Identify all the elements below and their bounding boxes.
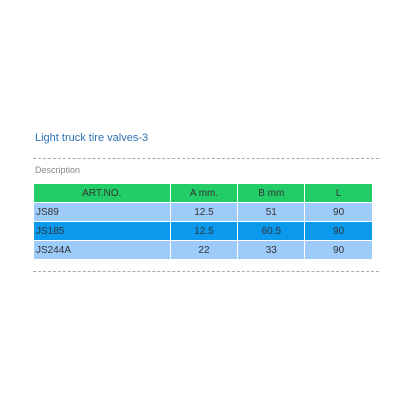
table-cell: 90: [304, 202, 373, 222]
table-cell: 90: [304, 240, 373, 260]
table-cell: 12.5: [169, 221, 239, 241]
title: Light truck tire valves-3: [35, 132, 149, 144]
table-cell: JS244A: [33, 240, 171, 260]
table-row: JS185 12.5 60.5 90: [33, 221, 373, 241]
table-cell: JS185: [33, 221, 171, 241]
table-cell: 90: [304, 221, 373, 241]
table-cell: 60.5: [237, 221, 306, 241]
column-header: L: [304, 183, 373, 203]
column-header: A mm.: [169, 183, 239, 203]
table-row: JS89 12.5 51 90: [33, 202, 373, 222]
table-cell: JS89: [33, 202, 171, 222]
spec-table: ART.NO. A mm. B mm L JS89 12.5 51 90 JS185 12.5 6…: [33, 183, 373, 260]
divider: [33, 271, 379, 272]
table-cell: 33: [237, 240, 306, 260]
table-row: JS244A 22 33 90: [33, 240, 373, 260]
divider: [33, 158, 379, 159]
column-header: ART.NO.: [33, 183, 171, 203]
header-row: ART.NO. A mm. B mm L: [33, 183, 373, 203]
section-label: Description: [35, 165, 81, 175]
table-cell: 22: [169, 240, 239, 260]
table-cell: 12.5: [169, 202, 239, 222]
table-cell: 51: [237, 202, 306, 222]
column-header: B mm: [237, 183, 306, 203]
